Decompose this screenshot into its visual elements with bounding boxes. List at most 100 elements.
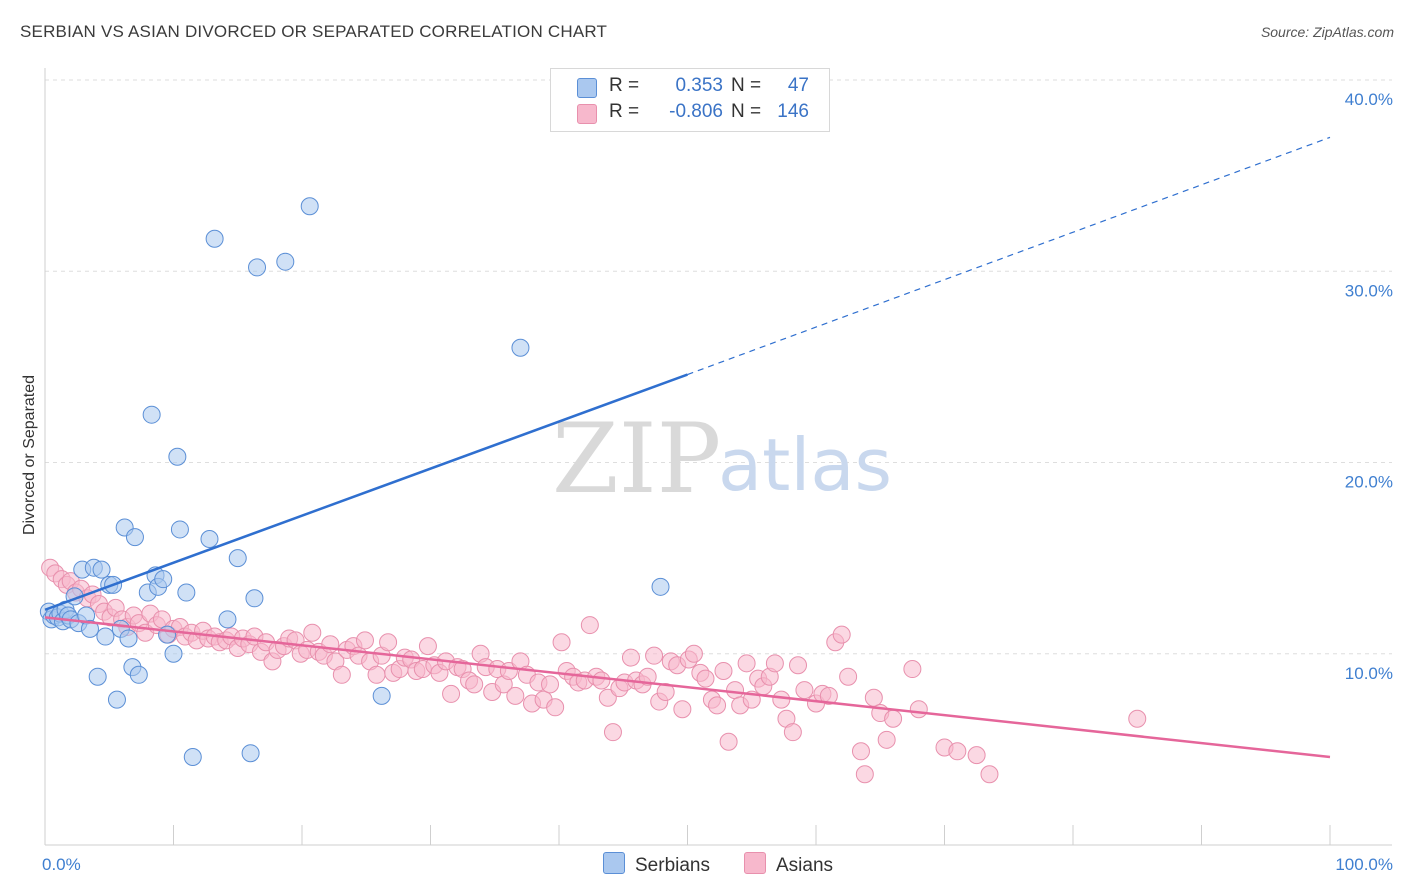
serbian-point: [245, 589, 264, 608]
asians-legend-swatch: [744, 852, 766, 874]
y-axis-label: Divorced or Separated: [21, 375, 38, 535]
asian-point: [546, 698, 565, 717]
serbians-points: [39, 197, 670, 767]
asian-point: [819, 686, 838, 705]
serbians-trend-extension: [687, 136, 1331, 376]
asian-point: [621, 648, 640, 667]
serbian-point: [372, 686, 391, 705]
serbians-swatch: [577, 78, 597, 98]
serbian-point: [164, 644, 183, 663]
watermark-zip: ZIP: [552, 403, 721, 515]
serbian-point: [300, 197, 319, 216]
legend-r-value: -0.806: [669, 101, 723, 122]
serbians-legend-label: Serbians: [635, 855, 710, 876]
asian-point: [719, 732, 738, 751]
serbian-point: [241, 744, 260, 763]
asian-point: [552, 633, 571, 652]
serbian-point: [154, 570, 173, 589]
asians-trend-line: [44, 616, 1331, 759]
asian-point: [442, 684, 461, 703]
legend-r-label: R =: [609, 101, 640, 122]
asian-point: [592, 671, 611, 690]
asian-point: [851, 742, 870, 761]
serbian-point: [276, 252, 295, 271]
asian-point: [948, 742, 967, 761]
asian-point: [714, 661, 733, 680]
serbian-point: [218, 610, 237, 629]
legend-r-value: 0.353: [675, 75, 723, 96]
asian-point: [603, 723, 622, 742]
asian-point: [1128, 709, 1147, 728]
asian-point: [303, 623, 322, 642]
asian-point: [332, 665, 351, 684]
asian-point: [839, 667, 858, 686]
serbian-point: [205, 229, 224, 248]
serbian-point: [88, 667, 107, 686]
serbian-point: [158, 625, 177, 644]
asian-point: [355, 631, 374, 650]
grid-lines: [45, 79, 1392, 655]
serbian-point: [183, 748, 202, 767]
serbian-point: [142, 405, 161, 424]
serbian-point: [170, 520, 189, 539]
serbian-point: [92, 560, 111, 579]
asian-point: [765, 654, 784, 673]
asian-point: [696, 669, 715, 688]
asian-point: [367, 665, 386, 684]
trend-lines: [44, 136, 1331, 759]
asian-point: [379, 633, 398, 652]
correlation-legend: R = 0.353 N = 47 R = -0.806 N = 146: [550, 68, 830, 132]
asian-point: [884, 709, 903, 728]
asian-point: [980, 765, 999, 784]
asian-point: [864, 688, 883, 707]
serbian-point: [651, 577, 670, 596]
y-tick-label: 10.0%: [1345, 664, 1393, 683]
chart-source: Source: ZipAtlas.com: [1260, 24, 1394, 40]
asian-point: [795, 681, 814, 700]
asian-point: [638, 667, 657, 686]
serbian-point: [107, 690, 126, 709]
asian-point: [656, 683, 675, 701]
legend-n-value: 146: [777, 101, 809, 122]
chart-title: SERBIAN VS ASIAN DIVORCED OR SEPARATED C…: [20, 22, 608, 41]
asian-point: [645, 646, 664, 665]
asian-point: [832, 625, 851, 644]
asian-point: [967, 746, 986, 765]
asian-point: [465, 675, 484, 694]
serbian-point: [511, 338, 530, 357]
asian-point: [541, 675, 560, 694]
serbian-point: [129, 665, 148, 684]
y-tick-label: 20.0%: [1345, 473, 1393, 492]
serbian-point: [177, 583, 196, 602]
legend-n-label: N =: [731, 101, 762, 122]
asian-point: [789, 656, 808, 675]
legend-n-label: N =: [731, 75, 762, 96]
serbians-legend-swatch: [603, 852, 625, 874]
asians-legend-label: Asians: [776, 855, 834, 876]
asian-point: [855, 765, 874, 784]
asian-point: [877, 730, 896, 749]
serbian-point: [96, 627, 115, 646]
asian-point: [783, 723, 802, 742]
asian-point: [903, 660, 922, 679]
asian-point: [909, 700, 928, 719]
serbian-point: [228, 549, 247, 568]
asian-point: [708, 696, 727, 715]
asians-swatch: [577, 104, 597, 124]
serbian-point: [168, 447, 187, 466]
watermark-atlas: atlas: [718, 423, 892, 507]
x-tick-label-min: 0.0%: [42, 855, 81, 874]
tick-labels: 10.0% 20.0% 30.0% 40.0% 0.0% 100.0%: [42, 90, 1393, 874]
asian-point: [506, 686, 525, 705]
asian-point: [684, 644, 703, 663]
legend-item-serbians: Serbians: [603, 852, 710, 877]
serbian-point: [80, 619, 99, 638]
watermark: ZIP atlas: [552, 403, 892, 515]
legend-n-value: 47: [787, 75, 809, 96]
asian-point: [673, 700, 692, 719]
legend-r-label: R =: [609, 75, 640, 96]
serbian-point: [200, 530, 219, 548]
asian-point: [598, 688, 617, 707]
serbian-point: [119, 629, 138, 648]
